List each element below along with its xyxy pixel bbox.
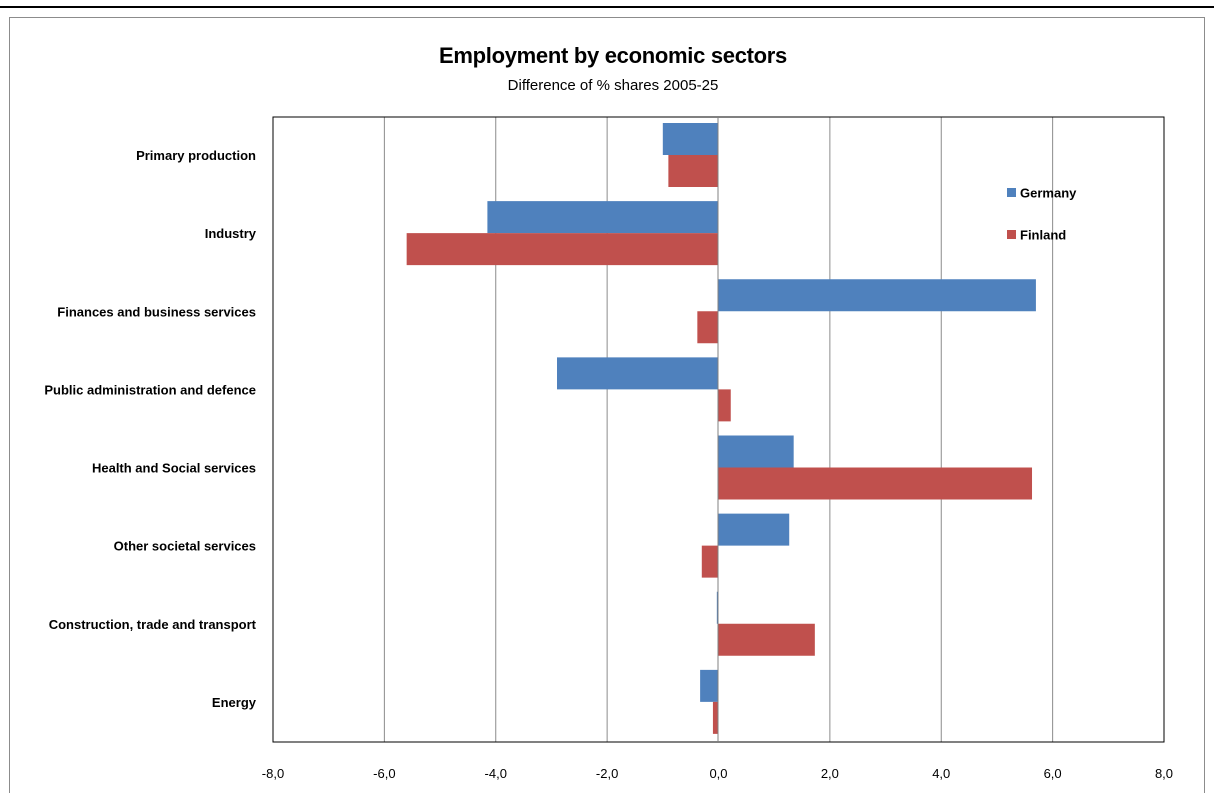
- bar-germany-4: [718, 435, 794, 468]
- category-label: Finances and business services: [57, 304, 256, 319]
- category-label: Public administration and defence: [44, 382, 256, 397]
- bar-finland-3: [718, 389, 731, 422]
- x-tick-labels: -8,0 -6,0 -4,0 -2,0 0,0 2,0 4,0 6,0 8,0: [262, 766, 1173, 781]
- bar-germany-5: [718, 513, 790, 546]
- legend: Germany Finland: [1007, 186, 1077, 243]
- category-label: Energy: [212, 695, 257, 710]
- legend-swatch-finland: [1007, 230, 1016, 239]
- x-tick-label: -2,0: [596, 766, 618, 781]
- category-label: Industry: [205, 226, 257, 241]
- category-labels: Primary production Industry Finances and b…: [44, 148, 256, 710]
- bar-finland-6: [718, 623, 815, 656]
- x-tick-label: 4,0: [932, 766, 950, 781]
- bar-finland-2: [697, 311, 719, 344]
- bar-germany-3: [557, 357, 719, 390]
- x-tick-label: 8,0: [1155, 766, 1173, 781]
- bar-germany-2: [718, 279, 1036, 312]
- bar-germany-7: [700, 669, 719, 702]
- chart-title: Employment by economic sectors: [439, 43, 787, 68]
- category-label: Other societal services: [114, 539, 256, 554]
- x-tick-label: 2,0: [821, 766, 839, 781]
- bar-finland-1: [406, 233, 719, 266]
- bar-germany-0: [662, 123, 719, 155]
- category-label: Primary production: [136, 148, 256, 163]
- bar-finland-7: [712, 701, 719, 734]
- category-label: Health and Social services: [92, 461, 256, 476]
- x-tick-label: -4,0: [485, 766, 507, 781]
- x-tick-label: -6,0: [373, 766, 395, 781]
- top-rule: [0, 6, 1214, 8]
- bars: [406, 123, 1036, 734]
- x-tick-label: 0,0: [709, 766, 727, 781]
- bar-finland-5: [701, 545, 719, 578]
- bar-finland-4: [718, 467, 1033, 500]
- x-tick-label: -8,0: [262, 766, 284, 781]
- chart-subtitle: Difference of % shares 2005-25: [507, 77, 719, 94]
- category-label: Construction, trade and transport: [49, 617, 257, 632]
- legend-swatch-germany: [1007, 188, 1016, 197]
- legend-label-finland: Finland: [1020, 228, 1066, 243]
- bar-finland-0: [668, 155, 719, 187]
- x-tick-label: 6,0: [1044, 766, 1062, 781]
- legend-label-germany: Germany: [1020, 186, 1077, 201]
- bar-germany-1: [487, 201, 719, 234]
